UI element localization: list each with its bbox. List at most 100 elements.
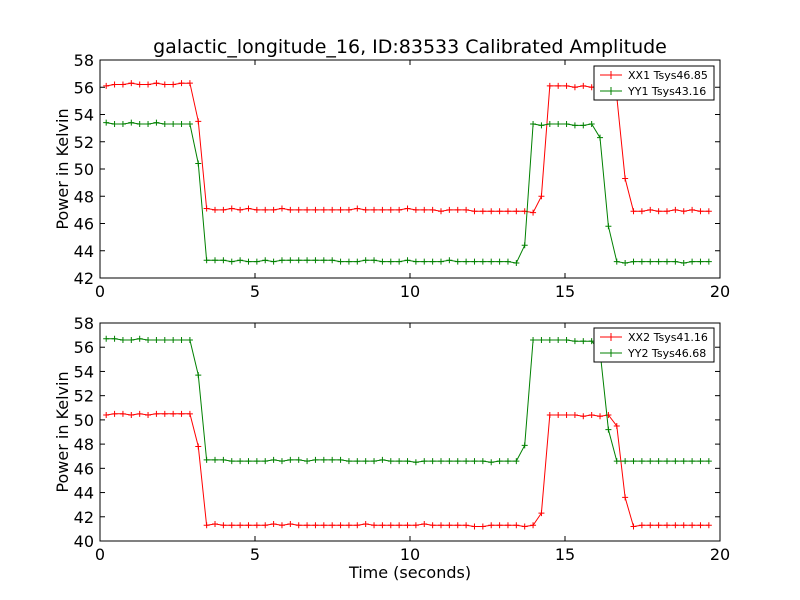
top-point-xx1 bbox=[463, 206, 470, 213]
top-point-xx1 bbox=[287, 206, 294, 213]
bottom-panel: 0 5 10 15 20 40 42 44 46 48 50 52 54 56 58 Power in K… bbox=[53, 314, 730, 564]
bottom-point-xx2 bbox=[638, 522, 645, 529]
top-point-xx1 bbox=[496, 208, 503, 215]
bottom-point-yy2 bbox=[663, 458, 670, 465]
bottom-plot-marks bbox=[103, 335, 712, 530]
top-point-yy1 bbox=[136, 121, 143, 128]
top-point-xx1 bbox=[622, 175, 629, 182]
bottom-point-yy2 bbox=[379, 456, 386, 463]
top-point-xx1 bbox=[429, 206, 436, 213]
top-point-xx1 bbox=[153, 80, 160, 87]
top-y-ticks: 42 44 46 48 50 52 54 56 58 bbox=[74, 51, 720, 288]
top-point-yy1 bbox=[630, 258, 637, 265]
bottom-point-yy2 bbox=[270, 456, 277, 463]
top-point-xx1 bbox=[103, 82, 110, 89]
top-point-yy1 bbox=[203, 257, 210, 264]
top-point-xx1 bbox=[304, 206, 311, 213]
bottom-point-xx2 bbox=[680, 522, 687, 529]
bottom-point-yy2 bbox=[446, 458, 453, 465]
bottom-point-yy2 bbox=[404, 458, 411, 465]
bottom-point-xx2 bbox=[538, 510, 545, 517]
bottom-point-yy2 bbox=[471, 458, 478, 465]
top-point-xx1 bbox=[538, 193, 545, 200]
top-y-tick-label: 58 bbox=[74, 51, 94, 70]
top-point-yy1 bbox=[362, 257, 369, 264]
top-point-xx1 bbox=[488, 208, 495, 215]
bottom-point-yy2 bbox=[538, 336, 545, 343]
bottom-point-yy2 bbox=[479, 458, 486, 465]
bottom-point-yy2 bbox=[295, 456, 302, 463]
top-point-yy1 bbox=[337, 258, 344, 265]
bottom-point-yy2 bbox=[161, 336, 168, 343]
top-point-yy1 bbox=[228, 258, 235, 265]
bottom-point-xx2 bbox=[128, 412, 135, 419]
bottom-point-xx2 bbox=[195, 443, 202, 450]
top-point-yy1 bbox=[186, 121, 193, 128]
bottom-point-xx2 bbox=[295, 522, 302, 529]
bottom-point-xx2 bbox=[312, 522, 319, 529]
top-point-yy1 bbox=[220, 257, 227, 264]
bottom-point-xx2 bbox=[412, 522, 419, 529]
top-point-yy1 bbox=[103, 119, 110, 126]
bottom-point-xx2 bbox=[655, 522, 662, 529]
bottom-point-xx2 bbox=[488, 522, 495, 529]
bottom-point-xx2 bbox=[379, 522, 386, 529]
bottom-point-xx2 bbox=[228, 522, 235, 529]
bottom-point-yy2 bbox=[278, 458, 285, 465]
bottom-y-axis-label: Power in Kelvin bbox=[53, 371, 72, 492]
bottom-y-tick-label: 40 bbox=[74, 532, 94, 551]
top-point-yy1 bbox=[237, 257, 244, 264]
top-point-yy1 bbox=[680, 260, 687, 267]
top-y-tick-label: 44 bbox=[74, 242, 94, 261]
bottom-point-yy2 bbox=[111, 335, 118, 342]
top-x-tick-label: 10 bbox=[400, 282, 420, 301]
top-point-xx1 bbox=[580, 82, 587, 89]
top-point-yy1 bbox=[622, 260, 629, 267]
bottom-point-xx2 bbox=[496, 522, 503, 529]
top-point-xx1 bbox=[136, 81, 143, 88]
bottom-point-xx2 bbox=[438, 522, 444, 529]
bottom-point-xx2 bbox=[237, 522, 244, 529]
top-point-yy1 bbox=[404, 257, 411, 264]
top-point-yy1 bbox=[145, 121, 152, 128]
bottom-point-yy2 bbox=[329, 456, 336, 463]
bottom-point-xx2 bbox=[329, 522, 336, 529]
top-point-xx1 bbox=[412, 206, 419, 213]
bottom-point-xx2 bbox=[396, 522, 403, 529]
bottom-point-yy2 bbox=[563, 336, 570, 343]
top-point-xx1 bbox=[530, 209, 537, 216]
bottom-point-xx2 bbox=[253, 522, 260, 529]
top-point-xx1 bbox=[563, 82, 570, 89]
top-point-yy1 bbox=[605, 223, 612, 230]
bottom-point-xx2 bbox=[245, 522, 252, 529]
top-point-yy1 bbox=[463, 258, 470, 265]
bottom-point-xx2 bbox=[345, 522, 352, 529]
top-point-xx1 bbox=[329, 206, 336, 213]
bottom-point-yy2 bbox=[605, 426, 612, 433]
top-point-yy1 bbox=[379, 258, 386, 265]
top-point-yy1 bbox=[387, 258, 394, 265]
bottom-point-xx2 bbox=[521, 523, 528, 530]
bottom-point-yy2 bbox=[103, 335, 110, 342]
bottom-point-yy2 bbox=[195, 372, 202, 379]
bottom-y-tick-label: 46 bbox=[74, 459, 94, 478]
top-point-yy1 bbox=[278, 257, 285, 264]
bottom-point-yy2 bbox=[304, 458, 311, 465]
bottom-point-yy2 bbox=[237, 458, 244, 465]
top-point-yy1 bbox=[128, 119, 135, 126]
top-point-yy1 bbox=[613, 258, 620, 265]
bottom-point-xx2 bbox=[337, 522, 344, 529]
top-point-xx1 bbox=[320, 206, 327, 213]
top-point-yy1 bbox=[161, 121, 168, 128]
top-y-tick-label: 50 bbox=[74, 160, 94, 179]
bottom-point-yy2 bbox=[613, 458, 620, 465]
bottom-point-xx2 bbox=[170, 410, 177, 417]
top-point-xx1 bbox=[404, 205, 411, 212]
bottom-legend-box bbox=[593, 327, 715, 363]
bottom-point-xx2 bbox=[186, 410, 193, 417]
bottom-point-xx2 bbox=[530, 522, 537, 529]
top-point-yy1 bbox=[245, 258, 252, 265]
bottom-point-xx2 bbox=[479, 523, 486, 530]
bottom-point-yy2 bbox=[672, 458, 679, 465]
bottom-point-xx2 bbox=[320, 522, 327, 529]
